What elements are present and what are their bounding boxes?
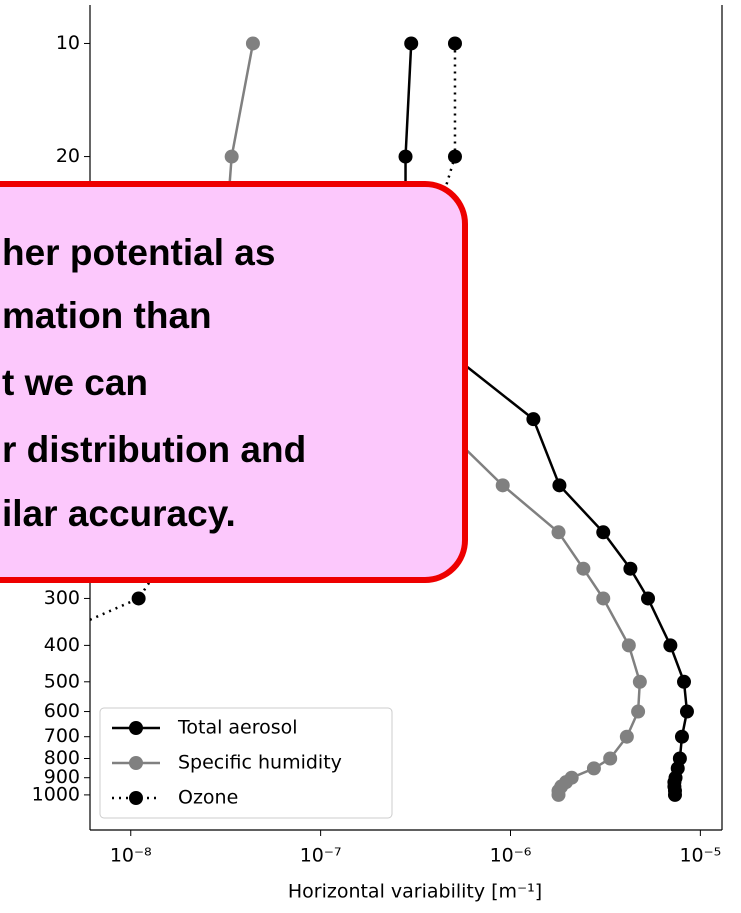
data-point [679, 704, 694, 719]
data-point [404, 36, 419, 51]
data-point [495, 478, 510, 493]
data-point [621, 638, 636, 653]
x-tick-label: 10⁻⁵ [679, 845, 721, 867]
data-point [663, 638, 678, 653]
x-axis-label: Horizontal variability [m⁻¹] [288, 881, 542, 903]
y-tick-label: 400 [44, 634, 80, 656]
callout-text: ilar accuracy. [2, 493, 236, 534]
data-point [667, 787, 682, 802]
data-point [619, 729, 634, 744]
data-point [552, 478, 567, 493]
y-tick-label: 20 [56, 145, 80, 167]
data-point [224, 149, 239, 164]
y-tick-label: 600 [44, 700, 80, 722]
data-point [641, 591, 656, 606]
x-tick-label: 10⁻⁶ [490, 845, 532, 867]
legend-label: Specific humidity [178, 752, 342, 774]
callout-box [0, 181, 468, 583]
callout-text: t we can [2, 362, 148, 403]
data-point [576, 561, 591, 576]
data-point [674, 729, 689, 744]
data-point [632, 674, 647, 689]
legend-label: Total aerosol [177, 717, 298, 739]
data-point [596, 525, 611, 540]
callout-text: her potential as [2, 232, 275, 273]
y-tick-label: 800 [44, 747, 80, 769]
data-point [586, 761, 601, 776]
y-tick-label: 700 [44, 725, 80, 747]
data-point [526, 412, 541, 427]
data-point [551, 525, 566, 540]
y-tick-label: 1000 [32, 783, 80, 805]
y-tick-label: 900 [44, 766, 80, 788]
data-point [447, 149, 462, 164]
y-tick-label: 10 [56, 32, 80, 54]
legend: Total aerosol Specific humidity Ozone [99, 707, 393, 819]
legend-marker [129, 756, 143, 770]
legend-marker [129, 721, 143, 735]
data-point [398, 149, 413, 164]
data-point [677, 674, 692, 689]
callout-text: r distribution and [2, 429, 306, 470]
y-tick-label: 300 [44, 587, 80, 609]
data-point [245, 36, 260, 51]
data-point [603, 751, 618, 766]
legend-box [99, 707, 393, 819]
data-point [131, 591, 146, 606]
y-tick-label: 500 [44, 670, 80, 692]
data-point [631, 704, 646, 719]
callout-text: mation than [2, 295, 212, 336]
callout: her potential as mation than t we can r dis… [0, 181, 468, 583]
legend-label: Ozone [178, 787, 238, 809]
data-point [447, 36, 462, 51]
data-point [623, 561, 638, 576]
x-tick-label: 10⁻⁸ [110, 845, 152, 867]
data-point [24, 638, 38, 652]
data-point [551, 787, 566, 802]
data-point [596, 591, 611, 606]
legend-marker [129, 791, 143, 805]
x-tick-label: 10⁻⁷ [300, 845, 342, 867]
